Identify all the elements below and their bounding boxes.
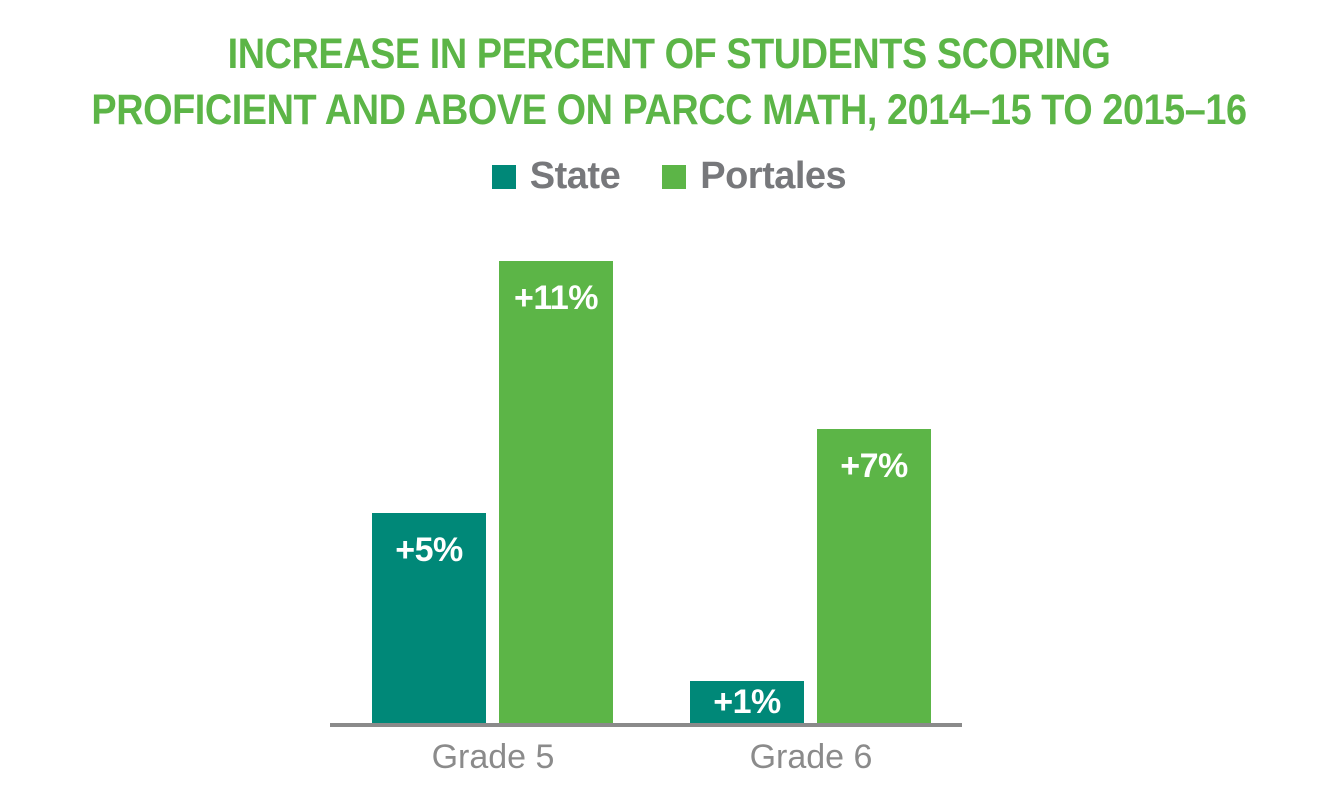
x-axis-label-grade-5: Grade 5 bbox=[431, 738, 555, 776]
bar-portales-grade-5: +11% bbox=[499, 261, 613, 723]
bar-state-grade-5: +5% bbox=[372, 513, 486, 723]
bar-value-label: +7% bbox=[840, 447, 908, 485]
legend-swatch-state bbox=[491, 164, 516, 189]
bar-value-label: +11% bbox=[513, 279, 599, 317]
legend-swatch-portales bbox=[662, 164, 687, 189]
chart-title-line-2: PROFICIENT AND ABOVE ON PARCC MATH, 2014… bbox=[91, 86, 1247, 134]
bar-portales-grade-6: +7% bbox=[817, 429, 931, 723]
x-axis-label-grade-6: Grade 6 bbox=[749, 738, 873, 776]
x-axis-line bbox=[330, 723, 962, 727]
bar-value-label: +1% bbox=[713, 683, 781, 721]
bar-group-grade-5: +5% +11% bbox=[372, 261, 613, 723]
bar-group-grade-6: +1% +7% bbox=[690, 429, 931, 723]
chart-title: INCREASE IN PERCENT OF STUDENTS SCORING … bbox=[0, 26, 1338, 138]
chart-legend: State Portales bbox=[0, 155, 1338, 198]
bar-value-label: +5% bbox=[395, 531, 463, 569]
legend-item-portales: Portales bbox=[662, 155, 847, 198]
legend-label-portales: Portales bbox=[700, 155, 847, 197]
bar-state-grade-6: +1% bbox=[690, 681, 804, 723]
chart-title-line-1: INCREASE IN PERCENT OF STUDENTS SCORING bbox=[227, 30, 1111, 78]
legend-label-state: State bbox=[529, 155, 621, 197]
legend-item-state: State bbox=[491, 155, 621, 198]
